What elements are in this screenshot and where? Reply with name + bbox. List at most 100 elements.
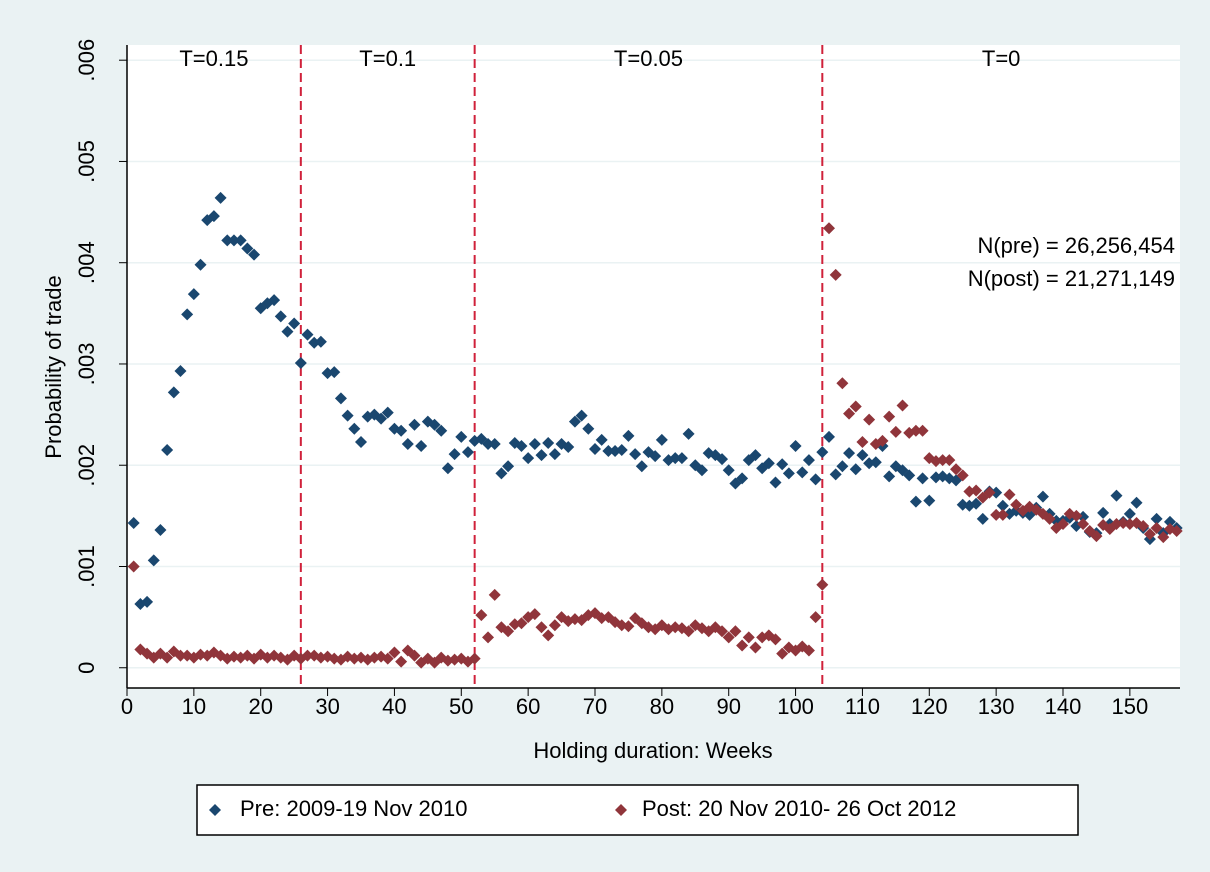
annotation: N(post) = 21,271,149 xyxy=(968,266,1175,291)
data-point xyxy=(1170,525,1183,538)
data-point xyxy=(1137,519,1150,532)
data-point xyxy=(635,460,648,473)
data-point xyxy=(161,651,174,664)
x-tick-label: 90 xyxy=(716,694,740,719)
data-point xyxy=(535,449,548,462)
data-point xyxy=(274,310,287,323)
x-tick-label: 130 xyxy=(978,694,1015,719)
data-point xyxy=(488,437,501,450)
x-tick-label: 30 xyxy=(315,694,339,719)
legend xyxy=(196,784,1079,836)
x-tick-label: 50 xyxy=(449,694,473,719)
data-point xyxy=(749,449,762,462)
data-point xyxy=(542,629,555,642)
legend-label: Post: 20 Nov 2010- 26 Oct 2012 xyxy=(642,796,956,821)
data-point xyxy=(127,560,140,573)
data-point xyxy=(829,468,842,481)
data-point xyxy=(1043,512,1056,525)
data-point xyxy=(669,452,682,465)
x-tick-label: 100 xyxy=(777,694,814,719)
data-point xyxy=(281,325,294,338)
data-point xyxy=(950,463,963,476)
data-point xyxy=(776,458,789,471)
data-point xyxy=(782,467,795,480)
data-point xyxy=(428,418,441,431)
data-point xyxy=(615,444,628,457)
data-point xyxy=(836,460,849,473)
data-point xyxy=(488,588,501,601)
data-point xyxy=(415,439,428,452)
x-tick-label: 150 xyxy=(1111,694,1148,719)
data-point xyxy=(749,641,762,654)
data-point xyxy=(990,508,1003,521)
data-point xyxy=(535,621,548,634)
data-point xyxy=(816,578,829,591)
legend-label: Pre: 2009-19 Nov 2010 xyxy=(240,796,468,821)
data-point xyxy=(916,424,929,437)
data-point xyxy=(602,445,615,458)
data-point xyxy=(328,366,341,379)
data-point xyxy=(495,467,508,480)
x-tick-label: 10 xyxy=(182,694,206,719)
data-point xyxy=(843,447,856,460)
data-point xyxy=(896,399,909,412)
y-tick-label: .005 xyxy=(74,140,99,183)
data-point xyxy=(916,472,929,485)
data-point xyxy=(802,644,815,657)
data-point xyxy=(375,412,388,425)
data-point xyxy=(502,625,515,638)
period-label: T=0.15 xyxy=(179,46,248,71)
data-point xyxy=(943,454,956,467)
data-point xyxy=(248,248,261,261)
data-point xyxy=(996,508,1009,521)
x-tick-label: 60 xyxy=(516,694,540,719)
data-point xyxy=(381,652,394,665)
data-point xyxy=(334,392,347,405)
data-point xyxy=(441,462,454,475)
data-point xyxy=(970,484,983,497)
data-point xyxy=(548,619,561,632)
x-tick-label: 70 xyxy=(583,694,607,719)
x-tick-label: 140 xyxy=(1045,694,1082,719)
period-label: T=0 xyxy=(982,46,1021,71)
x-tick-label: 20 xyxy=(248,694,272,719)
x-tick-label: 40 xyxy=(382,694,406,719)
data-point xyxy=(408,418,421,431)
data-point xyxy=(515,439,528,452)
data-point xyxy=(722,464,735,477)
data-point xyxy=(762,457,775,470)
data-point xyxy=(716,453,729,466)
data-point xyxy=(976,512,989,525)
data-point xyxy=(355,435,367,448)
data-point xyxy=(1010,498,1023,511)
data-point xyxy=(802,454,815,467)
data-point xyxy=(341,409,354,422)
period-label: T=0.1 xyxy=(359,46,416,71)
data-point xyxy=(174,365,187,378)
data-point xyxy=(589,443,601,456)
data-point xyxy=(1077,510,1090,523)
data-point xyxy=(482,437,495,450)
data-point xyxy=(829,268,842,281)
data-point xyxy=(809,473,822,486)
data-point xyxy=(348,422,361,435)
data-point xyxy=(482,631,495,644)
data-point xyxy=(909,424,922,437)
data-point xyxy=(221,234,234,247)
data-point xyxy=(435,424,448,437)
data-point xyxy=(856,435,869,448)
data-point xyxy=(883,410,896,423)
data-point xyxy=(769,476,782,489)
data-point xyxy=(174,649,187,662)
data-point xyxy=(301,328,314,341)
data-point xyxy=(823,222,835,235)
data-point xyxy=(1150,522,1163,535)
data-point xyxy=(582,422,595,435)
data-point xyxy=(629,448,642,461)
data-point xyxy=(682,427,695,440)
data-point xyxy=(381,406,394,419)
data-point xyxy=(395,655,408,668)
data-point xyxy=(1003,488,1016,501)
data-point xyxy=(769,633,782,646)
